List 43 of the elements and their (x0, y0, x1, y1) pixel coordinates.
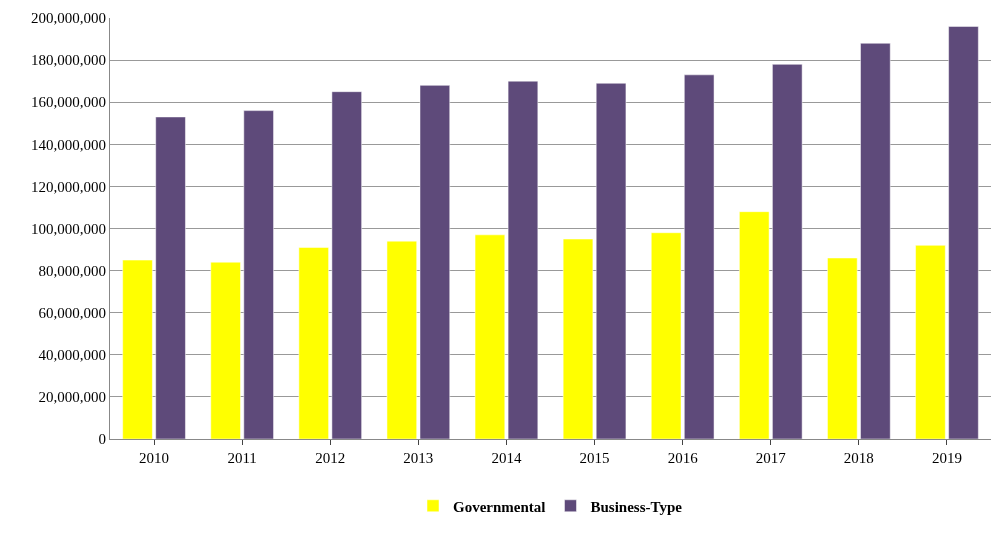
bar (651, 232, 682, 439)
y-tick-label: 100,000,000 (31, 220, 106, 237)
legend-label: Business-Type (590, 498, 683, 515)
bar (915, 245, 946, 439)
x-tick-label: 2012 (315, 450, 346, 466)
y-tick-label: 20,000,000 (38, 389, 106, 406)
y-tick-label: 40,000,000 (38, 347, 106, 364)
bar (386, 240, 417, 439)
bar (419, 85, 450, 439)
bar (860, 43, 891, 439)
y-tick-label: 140,000,000 (31, 136, 106, 153)
bar (948, 26, 979, 439)
bar (474, 234, 506, 439)
y-tick-label: 160,000,000 (31, 94, 106, 111)
bar (739, 211, 770, 439)
x-tick-label: 2018 (843, 450, 874, 466)
x-tick-label: 2019 (931, 450, 962, 466)
bar (507, 80, 539, 439)
x-tick-label: 2015 (579, 450, 610, 466)
bar (772, 64, 803, 439)
bar (684, 74, 715, 439)
x-tick-label: 2017 (755, 450, 787, 466)
bar (155, 116, 186, 439)
x-tick-label: 2011 (227, 450, 257, 466)
bar (298, 247, 329, 439)
y-tick-label: 0 (98, 431, 106, 448)
bar (595, 83, 627, 439)
x-tick-label: 2013 (403, 450, 434, 466)
x-tick-label: 2016 (667, 450, 699, 466)
bar (331, 91, 362, 439)
x-tick-label: 2010 (139, 450, 170, 466)
bar (243, 110, 274, 439)
y-tick-label: 200,000,000 (31, 10, 106, 27)
y-tick-label: 80,000,000 (38, 262, 106, 279)
x-tick-label: 2014 (491, 450, 522, 466)
legend-label: Governmental (453, 498, 546, 515)
bar (827, 257, 858, 439)
y-tick-label: 60,000,000 (38, 304, 106, 321)
y-tick-label: 180,000,000 (31, 52, 106, 69)
bar (562, 238, 594, 439)
bar (122, 259, 153, 439)
bar (210, 261, 241, 439)
y-tick-label: 120,000,000 (31, 178, 106, 195)
